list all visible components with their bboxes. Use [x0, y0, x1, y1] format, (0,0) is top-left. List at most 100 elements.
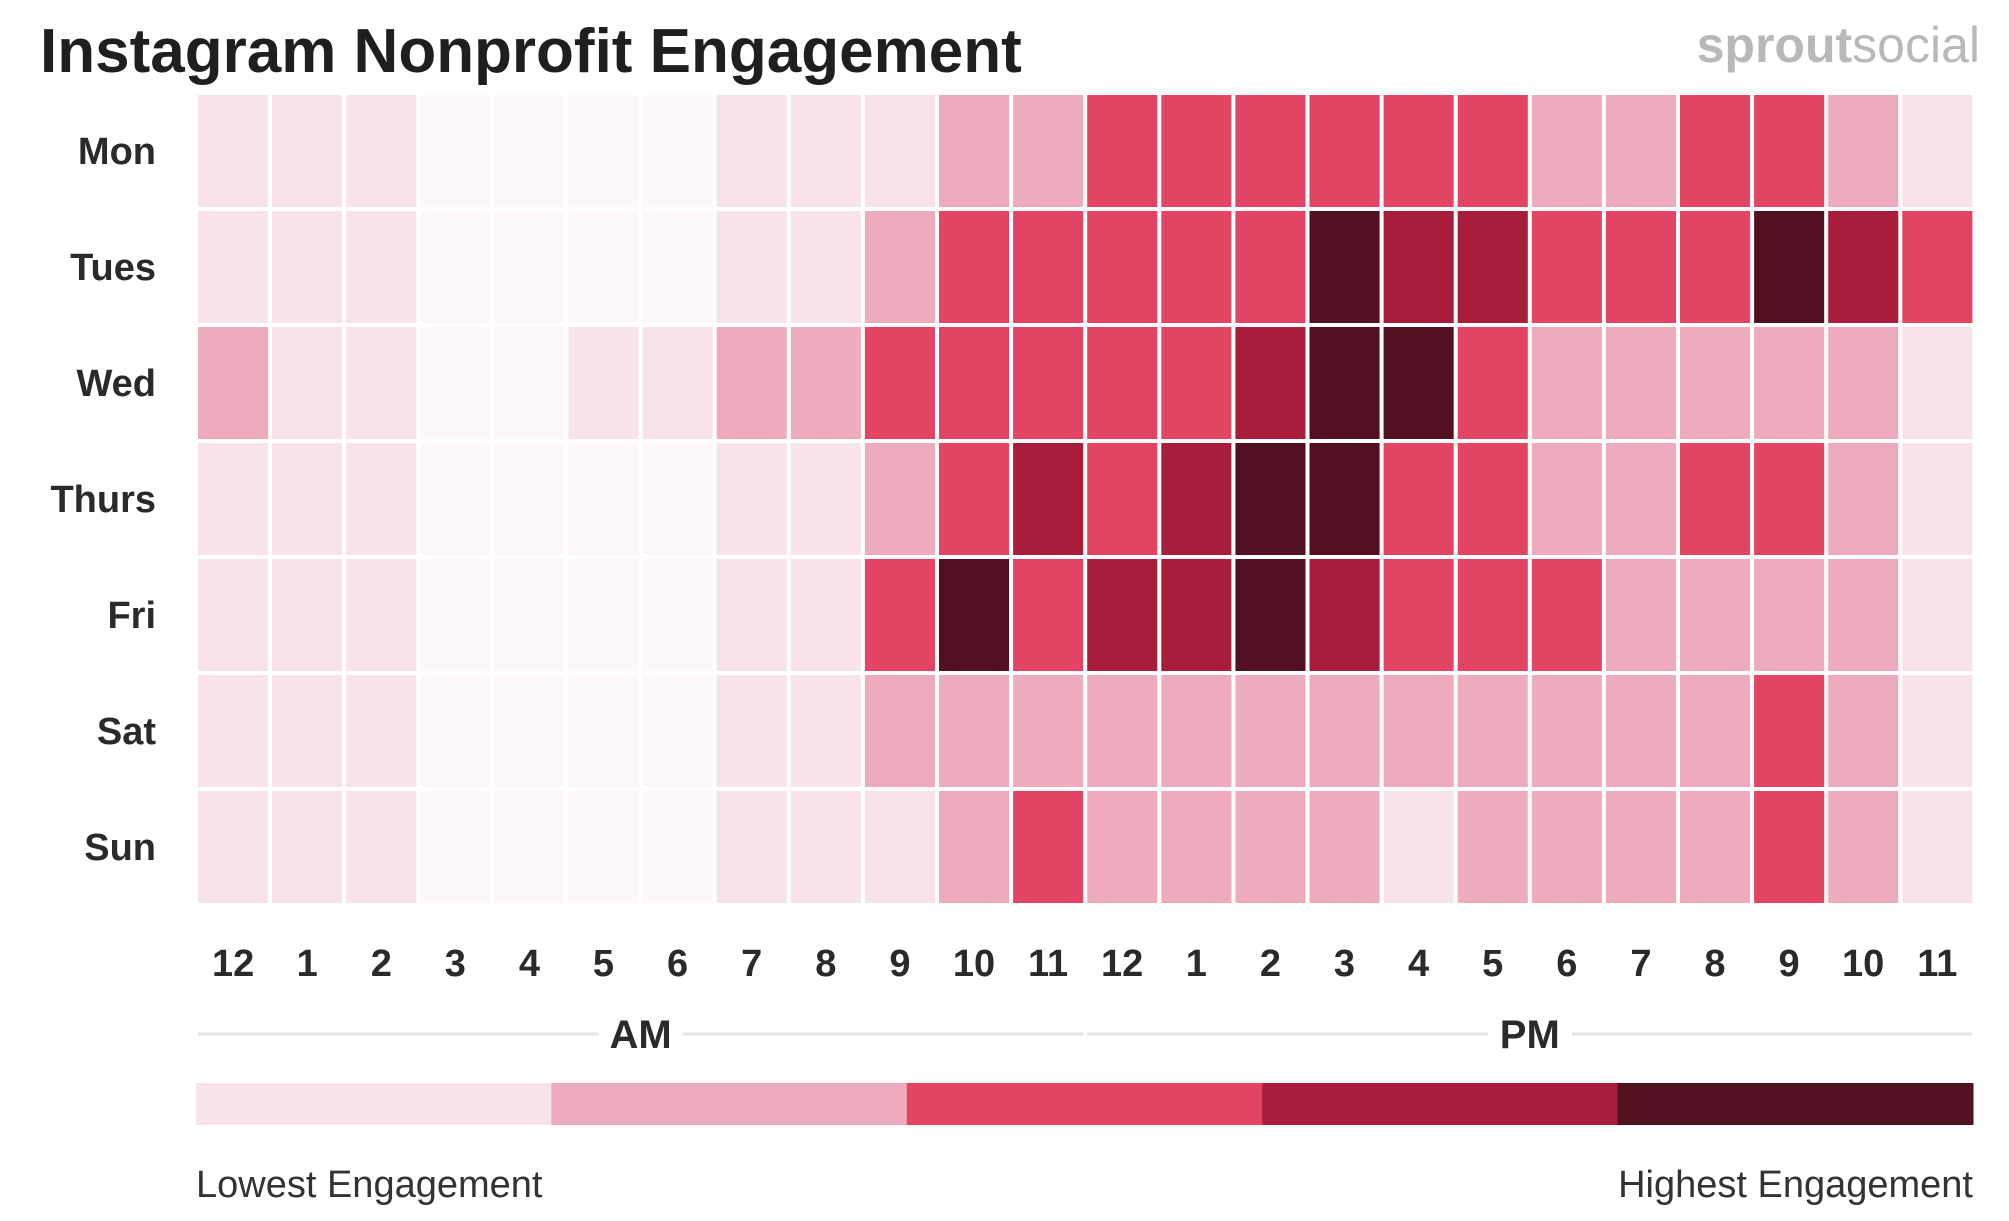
heatmap-cell-mon-13 — [1161, 95, 1232, 207]
period-axis: AM PM — [198, 1013, 1973, 1057]
hour-label-17: 5 — [1482, 943, 1503, 985]
day-label-tues: Tues — [70, 247, 156, 289]
heatmap-cell-thurs-5 — [568, 443, 639, 555]
heatmap-cell-mon-1 — [272, 95, 343, 207]
heatmap-cell-tues-19 — [1605, 211, 1676, 323]
heatmap-cell-mon-19 — [1605, 95, 1676, 207]
legend-swatch-1 — [196, 1083, 552, 1125]
heatmap-cell-wed-6 — [642, 327, 713, 439]
heatmap-cell-thurs-3 — [420, 443, 491, 555]
heatmap-cell-tues-14 — [1235, 211, 1306, 323]
heatmap-cell-tues-11 — [1013, 211, 1084, 323]
heatmap-cell-tues-8 — [790, 211, 861, 323]
heatmap-cell-sun-0 — [198, 791, 269, 903]
heatmap-cell-mon-8 — [790, 95, 861, 207]
heatmap-cell-tues-3 — [420, 211, 491, 323]
heatmap-cell-mon-20 — [1680, 95, 1751, 207]
hour-label-2: 2 — [371, 943, 392, 985]
hour-label-16: 4 — [1408, 943, 1429, 985]
heatmap-cell-thurs-10 — [939, 443, 1010, 555]
heatmap-cell-thurs-20 — [1680, 443, 1751, 555]
heatmap-cell-fri-18 — [1531, 559, 1602, 671]
heatmap-cell-sun-22 — [1828, 791, 1899, 903]
heatmap-cell-thurs-11 — [1013, 443, 1084, 555]
heatmap-cell-mon-7 — [716, 95, 787, 207]
heatmap-cell-thurs-19 — [1605, 443, 1676, 555]
heatmap-cell-wed-2 — [346, 327, 417, 439]
heatmap-cell-tues-22 — [1828, 211, 1899, 323]
heatmap-cell-fri-5 — [568, 559, 639, 671]
day-label-mon: Mon — [78, 131, 156, 173]
heatmap-cell-thurs-22 — [1828, 443, 1899, 555]
heatmap-cell-sat-14 — [1235, 675, 1306, 787]
heatmap-cell-mon-4 — [494, 95, 565, 207]
legend-swatch-4 — [1262, 1083, 1619, 1125]
heatmap-cell-fri-15 — [1309, 559, 1380, 671]
heatmap-cell-mon-14 — [1235, 95, 1306, 207]
heatmap-cell-tues-20 — [1680, 211, 1751, 323]
heatmap-cell-tues-0 — [198, 211, 269, 323]
heatmap-cell-sat-9 — [864, 675, 935, 787]
heatmap-cell-wed-17 — [1457, 327, 1528, 439]
legend-swatch-2 — [551, 1083, 908, 1125]
heatmap-cell-tues-5 — [568, 211, 639, 323]
heatmap-cell-wed-23 — [1902, 327, 1973, 439]
heatmap-cell-fri-17 — [1457, 559, 1528, 671]
heatmap-cell-tues-1 — [272, 211, 343, 323]
heatmap-cell-wed-19 — [1605, 327, 1676, 439]
brand-logo-bold: sprout — [1697, 17, 1853, 73]
brand-logo: sproutsocial — [1697, 17, 1980, 73]
heatmap-cell-wed-20 — [1680, 327, 1751, 439]
heatmap-cell-sat-10 — [939, 675, 1010, 787]
hour-label-5: 5 — [593, 943, 614, 985]
heatmap-cell-mon-5 — [568, 95, 639, 207]
heatmap-cell-sun-14 — [1235, 791, 1306, 903]
heatmap-cell-sun-3 — [420, 791, 491, 903]
heatmap-cell-mon-10 — [939, 95, 1010, 207]
day-label-sun: Sun — [84, 827, 156, 869]
heatmap-cell-wed-12 — [1087, 327, 1158, 439]
heatmap-cell-sun-1 — [272, 791, 343, 903]
heatmap-cell-sun-9 — [864, 791, 935, 903]
heatmap-cell-sun-2 — [346, 791, 417, 903]
heatmap-cells — [198, 95, 1973, 903]
heatmap-cell-tues-7 — [716, 211, 787, 323]
heatmap-cell-fri-10 — [939, 559, 1010, 671]
hour-label-18: 6 — [1556, 943, 1577, 985]
hour-labels: 12 1 2 3 4 5 6 7 8 9 10 11 12 1 2 3 4 5 6 7 8 9 10 11 — [212, 943, 1957, 985]
heatmap-cell-sun-7 — [716, 791, 787, 903]
heatmap-cell-thurs-0 — [198, 443, 269, 555]
heatmap-cell-sun-13 — [1161, 791, 1232, 903]
heatmap-cell-fri-3 — [420, 559, 491, 671]
heatmap-cell-fri-22 — [1828, 559, 1899, 671]
heatmap-cell-fri-4 — [494, 559, 565, 671]
hour-label-22: 10 — [1842, 943, 1884, 985]
heatmap-cell-sat-3 — [420, 675, 491, 787]
heatmap-cell-thurs-21 — [1754, 443, 1825, 555]
chart-title: Instagram Nonprofit Engagement — [40, 17, 1022, 86]
heatmap-cell-fri-2 — [346, 559, 417, 671]
heatmap-cell-thurs-1 — [272, 443, 343, 555]
heatmap-cell-thurs-16 — [1383, 443, 1454, 555]
heatmap-cell-sat-20 — [1680, 675, 1751, 787]
heatmap-cell-sun-8 — [790, 791, 861, 903]
legend — [196, 1083, 1974, 1125]
heatmap-cell-thurs-13 — [1161, 443, 1232, 555]
hour-label-15: 3 — [1334, 943, 1355, 985]
hour-label-20: 8 — [1704, 943, 1725, 985]
heatmap-cell-tues-4 — [494, 211, 565, 323]
heatmap-cell-mon-17 — [1457, 95, 1528, 207]
heatmap-cell-fri-8 — [790, 559, 861, 671]
heatmap-cell-fri-0 — [198, 559, 269, 671]
legend-low-label: Lowest Engagement — [196, 1164, 543, 1206]
heatmap-cell-thurs-9 — [864, 443, 935, 555]
heatmap-cell-wed-15 — [1309, 327, 1380, 439]
brand-logo-light: social — [1852, 17, 1980, 73]
heatmap-cell-sat-12 — [1087, 675, 1158, 787]
heatmap-cell-sat-18 — [1531, 675, 1602, 787]
heatmap-cell-mon-16 — [1383, 95, 1454, 207]
heatmap-cell-sat-21 — [1754, 675, 1825, 787]
heatmap-cell-wed-22 — [1828, 327, 1899, 439]
heatmap-cell-sat-8 — [790, 675, 861, 787]
hour-label-7: 7 — [741, 943, 762, 985]
